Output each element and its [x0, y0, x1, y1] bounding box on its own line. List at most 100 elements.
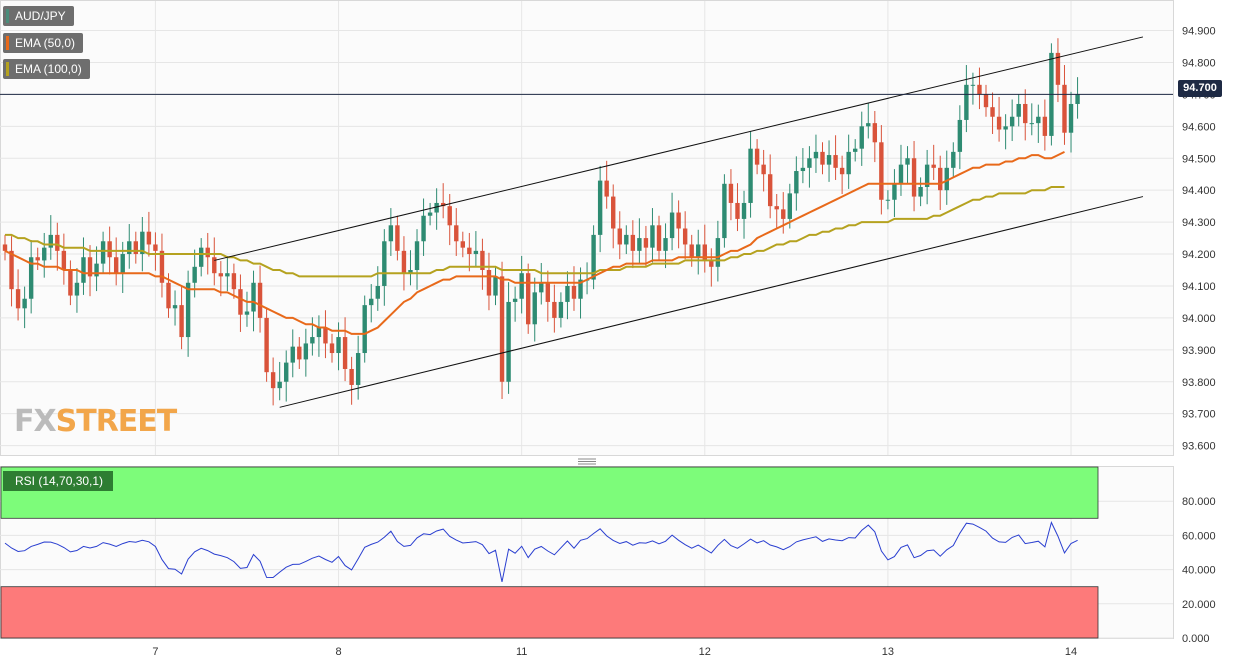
channel-upper-line: [214, 36, 1144, 261]
candle-body: [996, 116, 1002, 130]
candle-body: [362, 305, 367, 354]
legend-rsi[interactable]: RSI (14,70,30,1): [3, 471, 114, 491]
candle-body: [591, 234, 596, 280]
candle-body: [715, 238, 721, 267]
candle-body: [297, 346, 302, 360]
candle-body: [872, 123, 878, 143]
last-price-tag: 94.700: [1178, 80, 1222, 97]
legend-ema50[interactable]: EMA (50,0): [3, 33, 84, 53]
candle-body: [401, 250, 407, 274]
candle-body: [820, 151, 825, 165]
candle-body: [597, 180, 603, 235]
candle-body: [28, 257, 34, 299]
rsi-tick-label: 20.000: [1182, 599, 1216, 611]
candle-body: [800, 167, 806, 172]
candle-body: [898, 164, 904, 184]
candle-body: [467, 247, 472, 255]
candle-body: [1055, 52, 1061, 85]
candle-body: [55, 234, 60, 251]
candle-body: [153, 244, 158, 251]
rsi-tick-label: 80.000: [1182, 496, 1216, 508]
rsi-zones: [0, 466, 1099, 639]
candle-body: [375, 285, 380, 299]
candle-body: [924, 164, 930, 187]
candle-body: [434, 202, 439, 213]
candle-body: [342, 337, 348, 369]
candle-body: [938, 167, 943, 191]
price-tick-label: 94.400: [1182, 185, 1216, 197]
candle-body: [22, 298, 27, 309]
candle-body: [192, 266, 197, 283]
price-tick-label: 94.900: [1182, 26, 1216, 38]
candle-body: [447, 206, 452, 226]
price-tick-label: 93.600: [1182, 441, 1216, 453]
rsi-tick-label: 60.000: [1182, 530, 1216, 542]
candle-body: [539, 282, 544, 293]
legend-swatch: [6, 36, 9, 50]
candles: [2, 38, 1080, 406]
rsi-line: [4, 521, 1078, 583]
candle-body: [270, 372, 276, 389]
candle-body: [382, 241, 387, 286]
candle-body: [722, 183, 727, 239]
candle-body: [519, 273, 524, 299]
candle-body: [316, 327, 322, 338]
legend-ema100[interactable]: EMA (100,0): [3, 59, 90, 79]
price-tick-label: 94.600: [1182, 121, 1216, 133]
candle-body: [846, 151, 851, 175]
candle-body: [205, 247, 210, 258]
candle-body: [218, 273, 224, 277]
candle-body: [454, 225, 459, 242]
candle-body: [826, 155, 832, 165]
candle-body: [336, 337, 341, 354]
candle-body: [107, 241, 112, 258]
candle-body: [754, 148, 760, 165]
candle-body: [558, 301, 564, 318]
candle-body: [767, 174, 773, 207]
candle-body: [140, 231, 145, 255]
candle-body: [277, 381, 282, 389]
candle-body: [480, 250, 485, 271]
candle-body: [133, 241, 138, 255]
time-tick-label: 14: [1065, 646, 1077, 658]
candle-body: [238, 289, 243, 315]
candle-body: [212, 257, 217, 274]
candle-body: [1003, 126, 1008, 130]
candle-body: [663, 238, 668, 251]
candle-body: [977, 84, 982, 95]
candle-body: [545, 282, 551, 302]
candle-body: [604, 180, 609, 197]
candle-body: [2, 244, 8, 251]
price-tick-label: 94.200: [1182, 249, 1216, 261]
candle-body: [839, 167, 845, 175]
legend-audjpy[interactable]: AUD/JPY: [3, 6, 74, 26]
time-tick-label: 11: [516, 646, 527, 658]
legend-label: EMA (50,0): [15, 36, 76, 50]
candle-body: [571, 285, 577, 299]
fxstreet-logo: FXSTREET: [14, 404, 178, 439]
candle-body: [329, 343, 335, 354]
candle-body: [257, 282, 263, 318]
candle-body: [1062, 84, 1067, 133]
candle-body: [905, 158, 910, 165]
candle-body: [624, 234, 629, 245]
candle-body: [526, 273, 531, 325]
candle-body: [1016, 103, 1021, 117]
logo-street: STREET: [55, 404, 178, 439]
candle-body: [879, 142, 884, 200]
candle-body: [414, 241, 420, 271]
candle-body: [355, 353, 361, 385]
candle-body: [323, 327, 328, 344]
candle-body: [395, 225, 400, 251]
legend-swatch: [6, 9, 9, 23]
candle-body: [310, 337, 315, 344]
candle-body: [61, 250, 67, 271]
candle-body: [676, 212, 681, 229]
candle-body: [499, 276, 505, 382]
candle-body: [970, 84, 976, 86]
panel-resize-handle[interactable]: [578, 458, 596, 465]
candle-body: [440, 202, 446, 207]
candle-body: [807, 158, 812, 168]
candle-body: [552, 301, 557, 318]
candle-body: [637, 238, 642, 251]
